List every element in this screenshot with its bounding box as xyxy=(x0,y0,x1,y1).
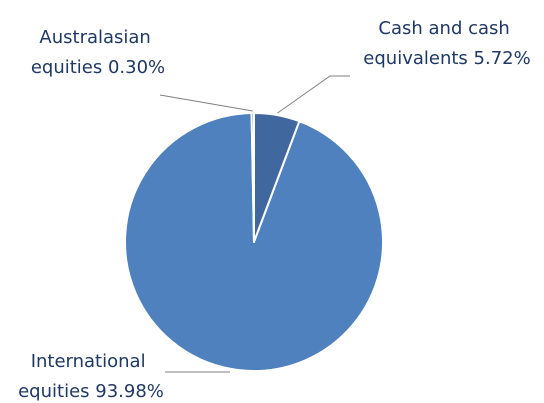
pie-slices xyxy=(124,111,384,372)
data-label-australasian-line1: Australasian xyxy=(39,27,150,48)
leader-lines xyxy=(159,75,350,373)
leader-line-cash-and-cash-equivalents xyxy=(277,75,350,114)
pie-slice-australasian-equities xyxy=(250,111,255,243)
data-label-international-line2: equities 93.98% xyxy=(18,381,164,402)
data-label-international: International equities 93.98% xyxy=(18,351,164,402)
data-label-australasian-line2: equities 0.30% xyxy=(31,57,165,78)
data-label-australasian: Australasian equities 0.30% xyxy=(31,27,165,78)
data-label-cash: Cash and cash equivalents 5.72% xyxy=(363,18,530,69)
data-label-cash-line1: Cash and cash xyxy=(378,18,509,39)
leader-line-australasian-equities xyxy=(159,94,253,112)
data-label-international-line1: International xyxy=(31,351,146,372)
data-labels: Cash and cash equivalents 5.72% Internat… xyxy=(18,18,531,402)
data-label-cash-line2: equivalents 5.72% xyxy=(363,48,530,69)
